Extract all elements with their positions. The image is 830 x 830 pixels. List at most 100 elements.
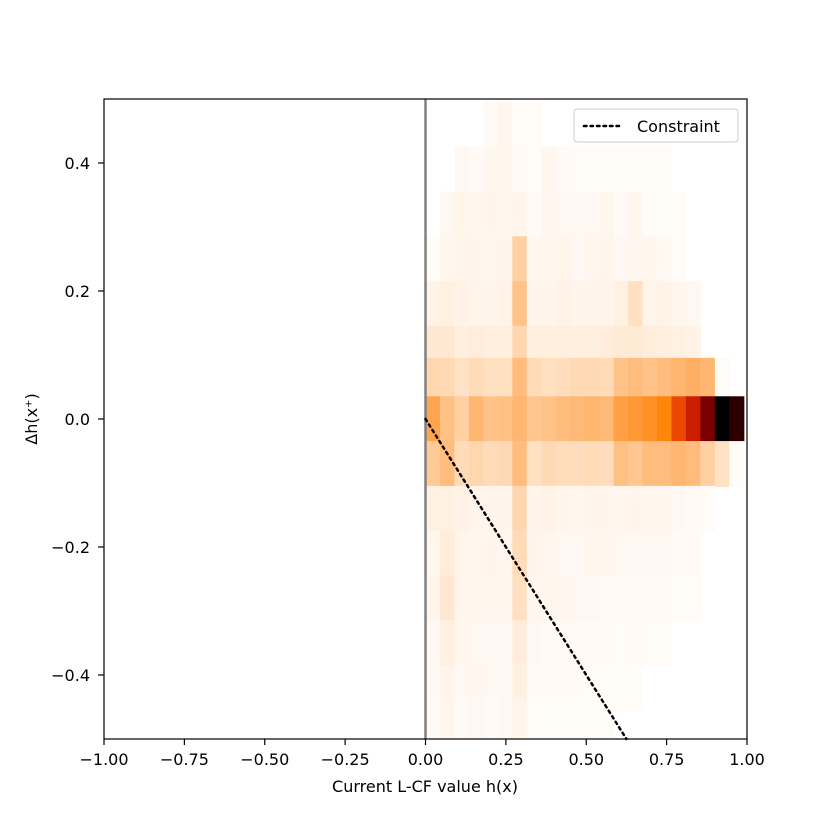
heatmap-cell bbox=[555, 697, 571, 740]
heatmap-cell bbox=[656, 530, 673, 577]
heatmap-cell bbox=[685, 441, 701, 487]
heatmap-cell bbox=[439, 396, 455, 443]
heatmap-cell bbox=[555, 191, 571, 238]
heatmap-cell bbox=[570, 281, 586, 327]
heatmap-cell bbox=[425, 357, 441, 404]
heatmap-cell bbox=[642, 441, 658, 487]
heatmap-cell bbox=[555, 281, 571, 327]
heatmap-cell bbox=[454, 236, 470, 283]
heatmap-cell bbox=[671, 530, 687, 577]
heatmap-cell bbox=[584, 441, 600, 487]
heatmap-cell bbox=[599, 697, 615, 740]
legend-constraint-label: Constraint bbox=[637, 117, 720, 136]
heatmap-cell bbox=[497, 101, 513, 148]
heatmap-cell bbox=[512, 485, 528, 532]
heatmap-cells bbox=[425, 101, 745, 740]
heatmap-cell bbox=[512, 236, 528, 283]
heatmap-cell bbox=[671, 236, 687, 283]
heatmap-cell bbox=[468, 281, 484, 327]
heatmap-cell bbox=[483, 101, 499, 148]
heatmap-cell bbox=[685, 530, 701, 577]
heatmap-cell bbox=[497, 357, 513, 404]
heatmap-cell bbox=[541, 236, 557, 283]
heatmap-cell bbox=[541, 530, 557, 577]
heatmap-cell bbox=[555, 396, 571, 443]
heatmap-cell bbox=[541, 396, 557, 443]
y-tick-label: 0.2 bbox=[65, 282, 90, 301]
heatmap-cell bbox=[671, 485, 687, 532]
heatmap-cell bbox=[628, 357, 644, 404]
heatmap-cell bbox=[526, 575, 542, 622]
heatmap-cell bbox=[628, 236, 644, 283]
heatmap-cell bbox=[628, 146, 644, 193]
heatmap-cell bbox=[526, 101, 542, 148]
heatmap-cell bbox=[656, 281, 673, 327]
x-axis-label: Current L-CF value h(x) bbox=[332, 777, 518, 796]
heatmap-cell bbox=[468, 530, 484, 577]
heatmap-cell bbox=[497, 575, 513, 622]
heatmap-cell bbox=[555, 485, 571, 532]
heatmap-cell bbox=[656, 357, 673, 404]
heatmap-cell bbox=[700, 396, 716, 443]
y-tick-label: 0.4 bbox=[65, 154, 90, 173]
heatmap-cell bbox=[439, 281, 455, 327]
heatmap-cell bbox=[570, 575, 586, 622]
heatmap-cell bbox=[584, 146, 600, 193]
heatmap-cell bbox=[685, 396, 701, 443]
heatmap-cell bbox=[541, 441, 557, 487]
heatmap-cell bbox=[483, 620, 499, 667]
legend: Constraint bbox=[573, 108, 739, 143]
y-axis: −0.4 −0.2 0.0 0.2 0.4 bbox=[51, 154, 104, 685]
heatmap-cell bbox=[671, 281, 687, 327]
x-tick-label: 0.25 bbox=[488, 750, 524, 769]
heatmap-cell bbox=[439, 441, 455, 487]
heatmap-cell bbox=[570, 697, 586, 740]
heatmap-cell bbox=[685, 357, 701, 404]
heatmap-cell bbox=[628, 396, 644, 443]
heatmap-cell bbox=[656, 575, 673, 622]
heatmap-cell bbox=[729, 441, 745, 487]
heatmap-cell bbox=[700, 357, 716, 404]
heatmap-cell bbox=[599, 281, 615, 327]
heatmap-cell bbox=[425, 530, 441, 577]
heatmap-cell bbox=[439, 357, 455, 404]
heatmap-cell bbox=[526, 357, 542, 404]
heatmap-cell bbox=[584, 620, 600, 667]
y-tick-label: −0.2 bbox=[51, 538, 90, 557]
x-tick-label: 0.00 bbox=[408, 750, 444, 769]
heatmap-cell bbox=[570, 146, 586, 193]
heatmap-cell bbox=[656, 620, 673, 667]
heatmap-cell bbox=[570, 191, 586, 238]
heatmap-cell bbox=[512, 575, 528, 622]
heatmap-cell bbox=[642, 396, 658, 443]
heatmap-cell bbox=[454, 575, 470, 622]
x-axis: −1.00 −0.75 −0.50 −0.25 0.00 0.25 0.50 0.75 1.00 bbox=[79, 739, 765, 769]
heatmap-cell bbox=[599, 441, 615, 487]
heatmap-cell bbox=[512, 620, 528, 667]
heatmap-cell bbox=[570, 396, 586, 443]
heatmap-cell bbox=[599, 620, 615, 667]
heatmap-cell bbox=[512, 101, 528, 148]
heatmap-cell bbox=[584, 697, 600, 740]
heatmap-cell bbox=[541, 281, 557, 327]
heatmap-cell bbox=[468, 620, 484, 667]
heatmap-cell bbox=[454, 620, 470, 667]
heatmap-cell bbox=[628, 620, 644, 667]
heatmap-cell bbox=[483, 236, 499, 283]
heatmap-cell bbox=[468, 236, 484, 283]
heatmap-cell bbox=[512, 146, 528, 193]
heatmap-cell bbox=[599, 191, 615, 238]
heatmap-cell bbox=[613, 281, 629, 327]
heatmap-cell bbox=[642, 357, 658, 404]
heatmap-cell bbox=[671, 357, 687, 404]
heatmap-cell bbox=[454, 146, 470, 193]
heatmap-cell bbox=[483, 146, 499, 193]
heatmap-cell bbox=[555, 357, 571, 404]
heatmap-cell bbox=[468, 396, 484, 443]
heatmap-cell bbox=[541, 357, 557, 404]
heatmap-cell bbox=[468, 191, 484, 238]
heatmap-cell bbox=[425, 575, 441, 622]
heatmap-cell bbox=[555, 146, 571, 193]
heatmap-cell bbox=[454, 396, 470, 443]
